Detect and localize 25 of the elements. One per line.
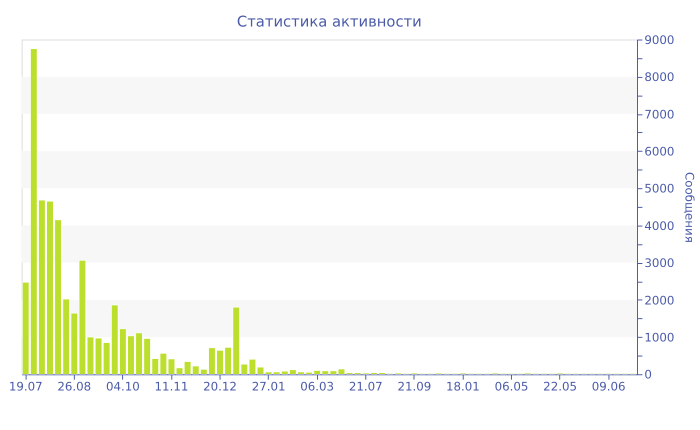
y-axis-title: Сообщения [682, 172, 696, 243]
x-tick-label: 04.10 [106, 380, 140, 394]
y-tick-label: 2000 [644, 293, 674, 308]
y-tick-label: 1000 [644, 330, 674, 344]
x-tick-label: 06.03 [300, 380, 334, 394]
x-tick-label: 21.07 [348, 380, 383, 394]
x-tick-label: 22.05 [543, 380, 577, 394]
x-tick-label: 09.06 [592, 380, 626, 394]
y-tick-label: 3000 [644, 256, 674, 270]
x-tick-label: 06.05 [494, 380, 528, 394]
y-tick-label: 9000 [644, 32, 674, 47]
x-tick-label: 18.01 [446, 380, 480, 394]
y-tick-label: 0 [644, 368, 652, 382]
y-tick-label: 4000 [644, 218, 674, 233]
y-tick-label: 6000 [644, 144, 674, 159]
x-tick-label: 21.09 [397, 380, 432, 394]
y-tick-label: 7000 [644, 107, 674, 122]
x-tick-label: 19.07 [8, 380, 43, 394]
x-tick-label: 26.08 [57, 380, 92, 394]
x-tick-label: 27.01 [252, 380, 286, 394]
x-tick-label: 20.12 [203, 380, 237, 394]
y-tick-label: 5000 [644, 182, 674, 196]
y-tick-label: 8000 [644, 70, 674, 84]
chart-title: Статистика активности [236, 14, 422, 31]
x-tick-label: 11.11 [154, 380, 188, 394]
